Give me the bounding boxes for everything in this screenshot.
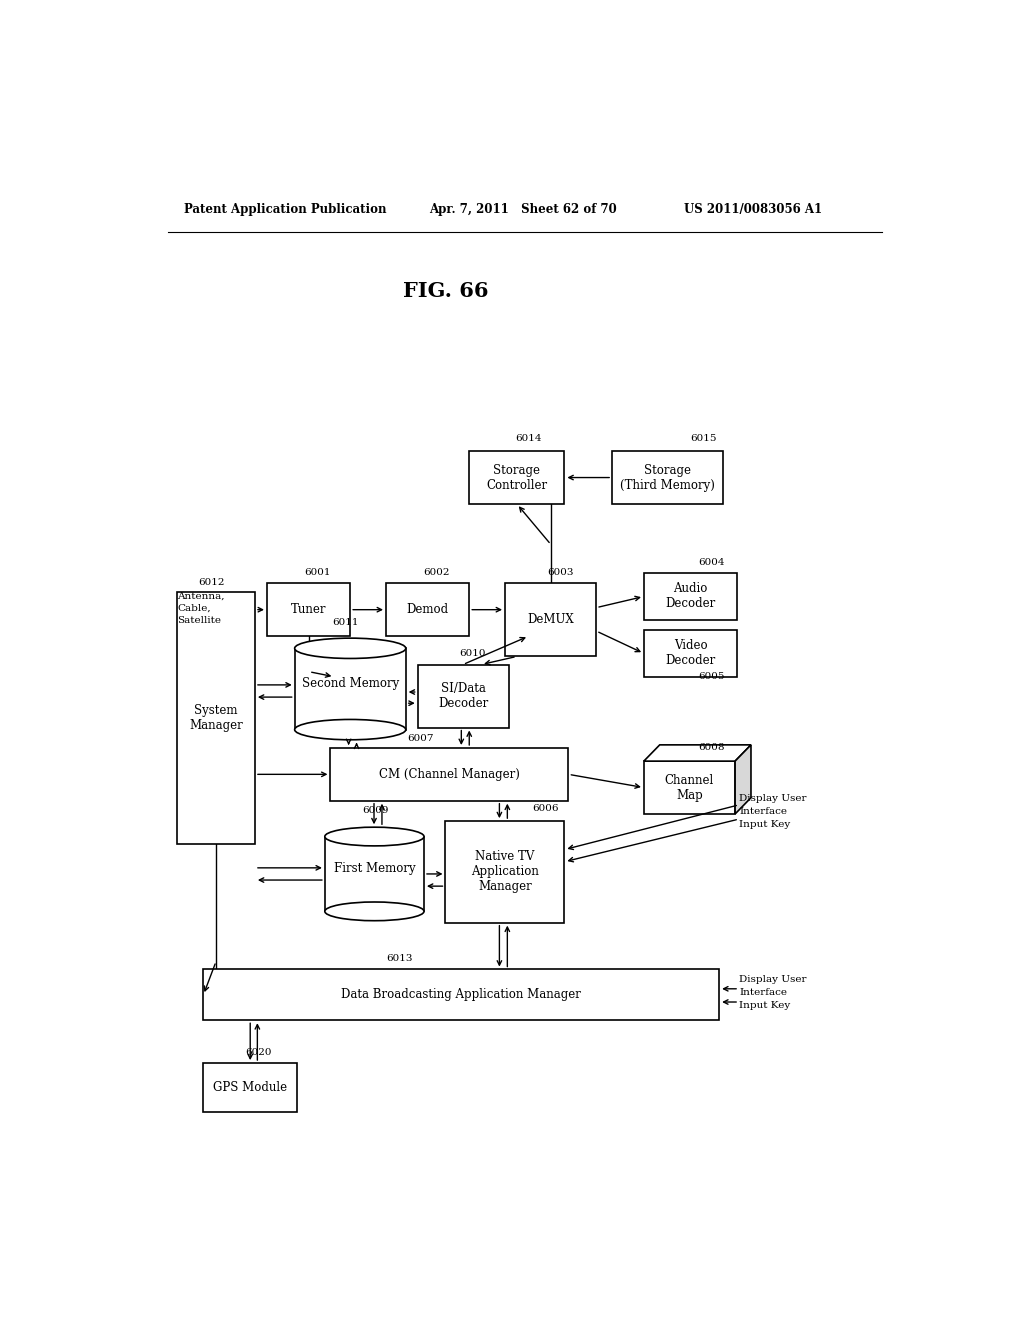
Text: Antenna,: Antenna,: [177, 591, 224, 601]
Bar: [505, 583, 596, 656]
Bar: [295, 648, 406, 730]
Text: 6009: 6009: [362, 807, 389, 814]
Text: DeMUX: DeMUX: [527, 614, 574, 627]
Text: First Memory: First Memory: [334, 862, 415, 875]
Ellipse shape: [325, 828, 424, 846]
Bar: [267, 583, 350, 636]
Text: Cable,: Cable,: [177, 603, 211, 612]
Bar: [644, 762, 735, 814]
Ellipse shape: [295, 719, 406, 739]
Text: Display User: Display User: [739, 974, 807, 983]
Text: 6003: 6003: [547, 568, 573, 577]
Text: Patent Application Publication: Patent Application Publication: [183, 203, 386, 215]
Text: 6007: 6007: [408, 734, 434, 743]
Text: Video
Decoder: Video Decoder: [666, 639, 716, 668]
Text: 6010: 6010: [460, 649, 486, 659]
Text: Input Key: Input Key: [739, 1001, 791, 1010]
Text: Second Memory: Second Memory: [302, 677, 398, 690]
Polygon shape: [735, 744, 751, 814]
Bar: [386, 583, 469, 636]
Text: 6011: 6011: [333, 618, 359, 627]
Text: 6004: 6004: [697, 558, 724, 568]
Text: 6005: 6005: [697, 672, 724, 681]
Ellipse shape: [295, 638, 406, 659]
Text: Tuner: Tuner: [291, 603, 327, 616]
Text: Input Key: Input Key: [739, 820, 791, 829]
Text: Channel
Map: Channel Map: [665, 774, 714, 801]
Text: Storage
(Third Memory): Storage (Third Memory): [621, 463, 715, 491]
Text: 6012: 6012: [198, 578, 224, 587]
Bar: [325, 837, 424, 911]
Polygon shape: [644, 744, 751, 762]
Bar: [644, 630, 737, 677]
Text: Satellite: Satellite: [177, 616, 221, 624]
Text: System
Manager: System Manager: [189, 705, 243, 733]
Text: 6001: 6001: [304, 568, 331, 577]
Text: Interface: Interface: [739, 987, 787, 997]
Text: 6002: 6002: [423, 568, 450, 577]
Text: Audio
Decoder: Audio Decoder: [666, 582, 716, 610]
Text: 6015: 6015: [690, 434, 717, 444]
Bar: [331, 748, 568, 801]
Text: FIG. 66: FIG. 66: [402, 281, 488, 301]
Text: Storage
Controller: Storage Controller: [486, 463, 548, 491]
Bar: [418, 664, 509, 727]
Text: 6020: 6020: [246, 1048, 272, 1057]
Bar: [445, 821, 564, 923]
Text: CM (Channel Manager): CM (Channel Manager): [379, 768, 520, 781]
Text: 6006: 6006: [532, 804, 559, 813]
Text: US 2011/0083056 A1: US 2011/0083056 A1: [684, 203, 821, 215]
Text: 6013: 6013: [386, 954, 413, 964]
Bar: [612, 451, 723, 504]
Text: Display User: Display User: [739, 793, 807, 803]
Bar: [177, 593, 255, 845]
Bar: [204, 969, 719, 1020]
Text: Interface: Interface: [739, 807, 787, 816]
Text: SI/Data
Decoder: SI/Data Decoder: [438, 682, 488, 710]
Ellipse shape: [325, 902, 424, 921]
Text: Data Broadcasting Application Manager: Data Broadcasting Application Manager: [341, 989, 582, 1002]
Text: GPS Module: GPS Module: [213, 1081, 288, 1094]
Bar: [204, 1063, 297, 1111]
Text: Demod: Demod: [407, 603, 449, 616]
Text: 6008: 6008: [697, 743, 724, 752]
Text: Native TV
Application
Manager: Native TV Application Manager: [471, 850, 539, 894]
Text: 6014: 6014: [515, 434, 542, 444]
Bar: [644, 573, 737, 620]
Text: Apr. 7, 2011   Sheet 62 of 70: Apr. 7, 2011 Sheet 62 of 70: [430, 203, 617, 215]
Bar: [469, 451, 564, 504]
